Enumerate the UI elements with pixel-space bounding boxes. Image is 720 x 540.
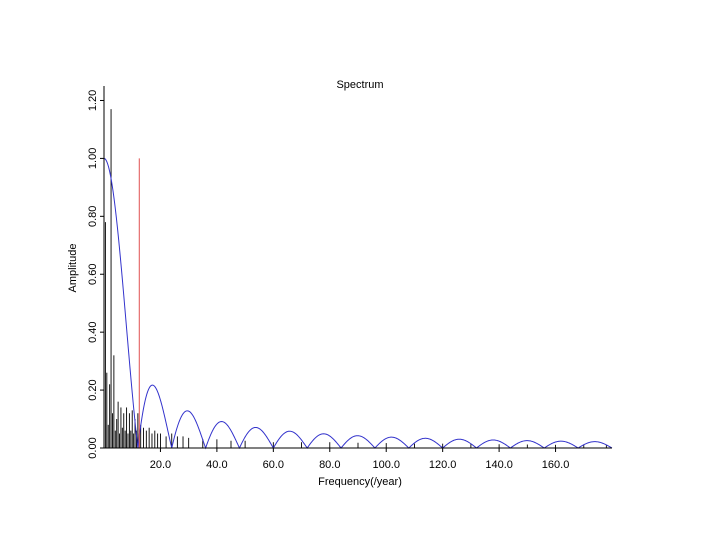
window-curve-line (103, 157, 613, 450)
y-tick-label: 0.60 (87, 264, 99, 285)
y-tick-label: 0.80 (87, 206, 99, 227)
chart-title: Spectrum (336, 79, 383, 91)
y-tick-label: 0.00 (87, 437, 99, 458)
x-tick-label: 160.0 (542, 459, 570, 471)
x-tick-label: 20.0 (150, 459, 171, 471)
window-function-curve (103, 157, 613, 450)
x-tick-label: 80.0 (319, 459, 340, 471)
x-tick-label: 120.0 (429, 459, 457, 471)
y-tick-label: 1.20 (87, 90, 99, 111)
y-tick-label: 0.20 (87, 379, 99, 400)
y-tick-label: 0.40 (87, 321, 99, 342)
y-axis-title: Amplitude (67, 244, 79, 293)
x-tick-label: 140.0 (485, 459, 513, 471)
x-tick-label: 100.0 (372, 459, 400, 471)
spectrum-spikes (104, 109, 607, 448)
x-tick-label: 40.0 (206, 459, 227, 471)
x-axis-title: Frequency(/year) (318, 476, 402, 488)
y-tick-label: 1.00 (87, 148, 99, 169)
x-tick-label: 60.0 (263, 459, 284, 471)
y-axis-ticks: 0.00 0.20 0.40 0.60 0.80 1.00 1.20 (87, 90, 104, 459)
x-axis-ticks: 20.0 40.0 60.0 80.0 100.0 120.0 140.0 160.0 (150, 448, 570, 471)
